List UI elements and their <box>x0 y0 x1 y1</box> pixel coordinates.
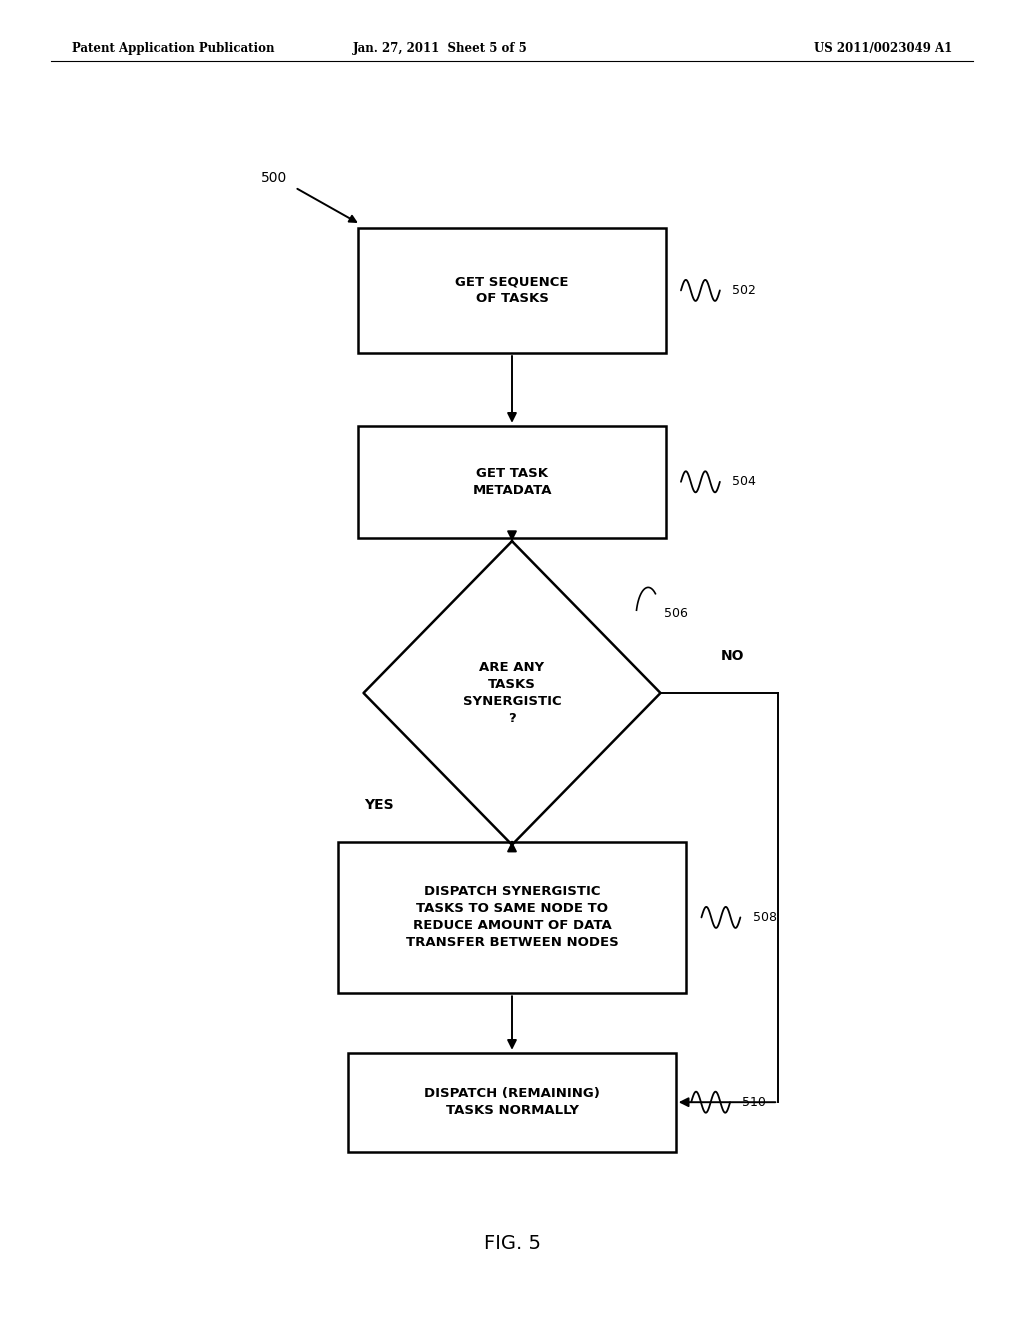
Text: YES: YES <box>365 799 393 812</box>
Text: 506: 506 <box>664 607 687 620</box>
Text: 500: 500 <box>261 172 288 185</box>
Text: GET TASK
METADATA: GET TASK METADATA <box>472 467 552 496</box>
Text: US 2011/0023049 A1: US 2011/0023049 A1 <box>814 42 952 55</box>
Text: FIG. 5: FIG. 5 <box>483 1234 541 1253</box>
Text: 504: 504 <box>732 475 756 488</box>
Text: ARE ANY
TASKS
SYNERGISTIC
?: ARE ANY TASKS SYNERGISTIC ? <box>463 661 561 725</box>
Text: DISPATCH (REMAINING)
TASKS NORMALLY: DISPATCH (REMAINING) TASKS NORMALLY <box>424 1088 600 1117</box>
Bar <box>358 227 666 352</box>
Bar <box>348 1053 676 1151</box>
Text: GET SEQUENCE
OF TASKS: GET SEQUENCE OF TASKS <box>456 276 568 305</box>
Text: Jan. 27, 2011  Sheet 5 of 5: Jan. 27, 2011 Sheet 5 of 5 <box>353 42 527 55</box>
Text: Patent Application Publication: Patent Application Publication <box>72 42 274 55</box>
Bar <box>338 842 686 993</box>
Bar <box>358 425 666 539</box>
Text: 508: 508 <box>753 911 776 924</box>
Text: 502: 502 <box>732 284 756 297</box>
Text: 510: 510 <box>742 1096 766 1109</box>
Text: DISPATCH SYNERGISTIC
TASKS TO SAME NODE TO
REDUCE AMOUNT OF DATA
TRANSFER BETWEE: DISPATCH SYNERGISTIC TASKS TO SAME NODE … <box>406 886 618 949</box>
Text: NO: NO <box>721 649 743 663</box>
